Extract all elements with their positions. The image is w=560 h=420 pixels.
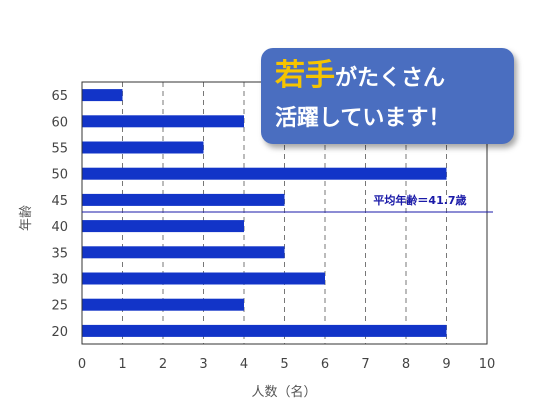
x-tick-label: 8 [402, 357, 410, 372]
y-tick-label: 65 [51, 89, 68, 104]
y-tick-labels: 20 25 30 35 40 45 50 55 60 65 [51, 89, 68, 340]
x-tick-label: 6 [321, 357, 329, 372]
bar-age-45 [82, 193, 285, 206]
y-tick-label: 45 [51, 194, 68, 209]
x-tick-label: 5 [280, 357, 288, 372]
bar-age-30 [82, 272, 325, 285]
callout-line-2: 活躍しています！ [275, 106, 451, 131]
x-tick-label: 10 [479, 357, 496, 372]
x-tick-label: 9 [442, 357, 450, 372]
bar-age-25 [82, 298, 244, 311]
y-tick-label: 20 [51, 325, 68, 340]
x-tick-label: 2 [159, 357, 167, 372]
average-age-line: 平均年齢＝41.7歳 [82, 193, 493, 213]
y-tick-label: 55 [51, 142, 68, 157]
y-tick-label: 35 [51, 246, 68, 261]
bar-age-65 [82, 89, 123, 102]
average-age-label: 平均年齢＝41.7歳 [373, 193, 466, 207]
bar-age-35 [82, 246, 285, 259]
callout-line-1-text: がたくさん [335, 66, 446, 91]
callout-line-1: 若手がたくさん [275, 54, 514, 102]
callout-emphasis: 若手 [275, 58, 335, 93]
x-tick-label: 4 [240, 357, 248, 372]
bar-age-40 [82, 220, 244, 233]
x-tick-label: 0 [78, 357, 86, 372]
callout-box: 若手がたくさん 活躍しています！ [261, 48, 514, 144]
y-tick-label: 50 [51, 168, 68, 183]
y-tick-label: 30 [51, 273, 68, 288]
bar-age-60 [82, 115, 244, 128]
x-tick-label: 1 [118, 357, 126, 372]
x-tick-label: 7 [361, 357, 369, 372]
bar-age-55 [82, 141, 204, 154]
x-tick-labels: 0 1 2 3 4 5 6 7 8 9 10 [78, 357, 495, 372]
x-tick-label: 3 [199, 357, 207, 372]
x-axis-title: 人数（名） [251, 384, 316, 400]
bars [82, 89, 447, 337]
bar-age-50 [82, 167, 447, 180]
y-tick-label: 25 [51, 299, 68, 314]
bar-age-20 [82, 324, 447, 337]
y-tick-label: 40 [51, 220, 68, 235]
y-axis-title: 年齢 [19, 205, 34, 231]
y-tick-label: 60 [51, 115, 68, 130]
